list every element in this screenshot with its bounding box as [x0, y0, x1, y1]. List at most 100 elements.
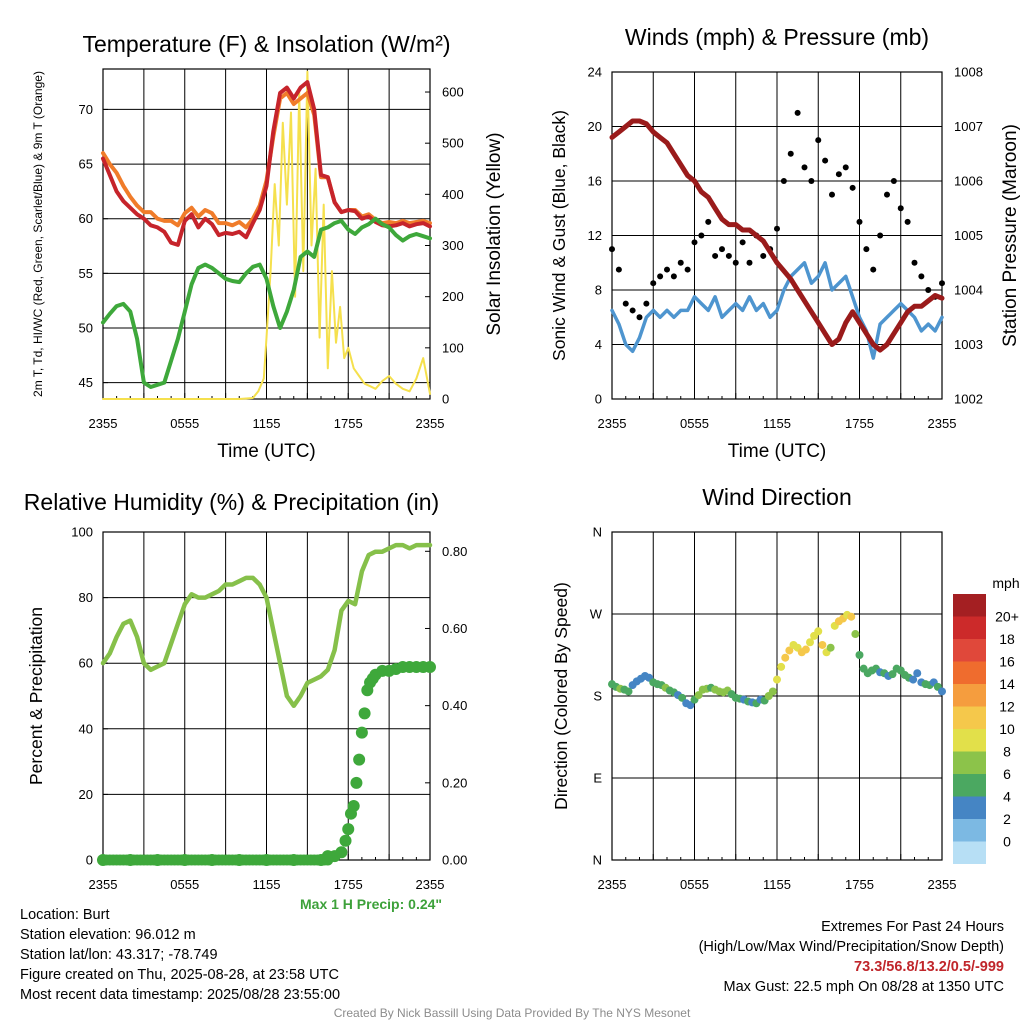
- direction-point: [818, 640, 827, 649]
- series-line-insolation: [102, 70, 431, 400]
- precip-point: [358, 707, 371, 720]
- gust-point: [884, 191, 890, 198]
- gust-point: [911, 259, 918, 266]
- y-tick-label: 12: [588, 228, 602, 243]
- gust-point: [746, 259, 753, 266]
- legend-label: 18: [999, 631, 1015, 647]
- x-tick-label: 0555: [170, 877, 199, 892]
- y2-tick-label: 600: [442, 85, 464, 100]
- y-tick-label: 45: [79, 375, 93, 390]
- precip-point: [347, 799, 360, 812]
- gust-point: [794, 109, 801, 116]
- gust-point: [849, 184, 856, 191]
- y-tick-label: 24: [588, 65, 602, 80]
- series-line-pressure: [609, 118, 945, 353]
- y-tick-label: 60: [79, 656, 93, 671]
- y2-tick-label: 100: [442, 340, 464, 355]
- gust-point: [939, 280, 945, 287]
- gust-point: [705, 218, 712, 225]
- y2-tick-label: 1005: [954, 228, 983, 243]
- legend-label: 8: [1003, 744, 1011, 760]
- y2-tick-label: 0.40: [442, 698, 467, 713]
- station-info: Location: Burt Station elevation: 96.012…: [20, 905, 340, 1005]
- speed-legend: mph 20+ 18 16 14 12 10 8 6 4 2 0: [953, 575, 1020, 864]
- y2-tick-label: 0.20: [442, 775, 467, 790]
- legend-label: 2: [1003, 811, 1011, 827]
- y-tick-label: 8: [595, 283, 602, 298]
- series-line-sonic-wind: [610, 261, 944, 360]
- station-elevation: Station elevation: 96.012 m: [20, 927, 196, 943]
- precip-point: [355, 726, 368, 739]
- y2-tick-label: 0.80: [442, 544, 467, 559]
- direction-point: [913, 669, 922, 678]
- direction-point: [801, 645, 810, 654]
- y-tick-label: 60: [79, 211, 93, 226]
- chart-title: Relative Humidity (%) & Precipitation (i…: [24, 489, 439, 515]
- x-axis-label: Time (UTC): [217, 441, 316, 462]
- gust-point: [657, 273, 664, 280]
- gust-point: [904, 218, 911, 225]
- y2-tick-label: 400: [442, 187, 464, 202]
- figure-created: Figure created on Thu, 2025-08-28, at 23…: [20, 967, 339, 983]
- gust-point: [822, 157, 829, 164]
- y-axis-label: Direction (Colored By Speed): [551, 582, 571, 810]
- direction-point: [888, 670, 897, 679]
- gust-point: [650, 280, 657, 287]
- gust-point: [712, 252, 719, 259]
- chart-title: Wind Direction: [702, 484, 852, 510]
- y-tick-label: 20: [79, 787, 93, 802]
- x-tick-label: 1155: [763, 416, 791, 431]
- gust-point: [787, 150, 794, 157]
- gust-point: [664, 266, 670, 273]
- x-axis-label: Time (UTC): [728, 441, 827, 462]
- legend-swatch: [953, 774, 986, 797]
- y-tick-label: S: [593, 689, 602, 704]
- direction-point: [785, 646, 794, 655]
- y-tick-label: W: [590, 607, 603, 622]
- y2-axis-label: Solar Insolation (Yellow): [484, 132, 505, 335]
- y2-tick-label: 1004: [954, 283, 983, 298]
- x-tick-label: 2355: [928, 416, 957, 431]
- x-tick-label: 1755: [845, 877, 874, 892]
- y2-axis-label: Station Pressure (Maroon): [1000, 124, 1021, 347]
- gust-point: [739, 239, 746, 246]
- gust-point: [801, 164, 808, 171]
- gust-point: [636, 314, 643, 321]
- max-gust: Max Gust: 22.5 mph On 08/28 at 1350 UTC: [723, 979, 1004, 995]
- y-tick-label: N: [593, 525, 602, 540]
- legend-swatch: [953, 841, 986, 864]
- legend-label: 10: [999, 721, 1015, 737]
- gust-point: [622, 300, 629, 307]
- x-tick-label: 2355: [89, 877, 118, 892]
- x-tick-label: 1755: [845, 416, 874, 431]
- series-line-2m-temp: [101, 80, 432, 247]
- gust-point: [725, 252, 732, 259]
- y-axis-label: 2m T, Td, HI/WC (Red, Green, Scarlet/Blu…: [31, 71, 45, 397]
- y-tick-label: 20: [588, 119, 602, 134]
- direction-point: [781, 653, 790, 662]
- y-tick-label: E: [593, 771, 602, 786]
- legend-label: 0: [1003, 834, 1011, 850]
- precip-point: [342, 823, 355, 836]
- y-tick-label: 4: [595, 337, 602, 352]
- y2-tick-label: 300: [442, 238, 464, 253]
- y-tick-label: 100: [71, 525, 93, 540]
- direction-point: [847, 612, 856, 621]
- y-tick-label: 0: [595, 392, 602, 407]
- y2-tick-label: 200: [442, 289, 464, 304]
- direction-point: [814, 627, 823, 636]
- extremes-title: Extremes For Past 24 Hours: [821, 919, 1004, 935]
- direction-point: [777, 662, 786, 671]
- y-tick-label: 65: [79, 157, 93, 172]
- y-tick-label: N: [593, 853, 602, 868]
- x-tick-label: 0555: [170, 416, 199, 431]
- gust-point: [643, 300, 650, 307]
- gust-point: [918, 273, 925, 280]
- gust-point: [815, 137, 822, 144]
- precip-point: [335, 846, 348, 859]
- direction-point: [851, 630, 860, 639]
- direction-point: [694, 691, 703, 700]
- legend-label: 20+: [995, 609, 1019, 625]
- y-axis-label: Sonic Wind & Gust (Blue, Black): [549, 110, 569, 361]
- y2-tick-label: 500: [442, 136, 464, 151]
